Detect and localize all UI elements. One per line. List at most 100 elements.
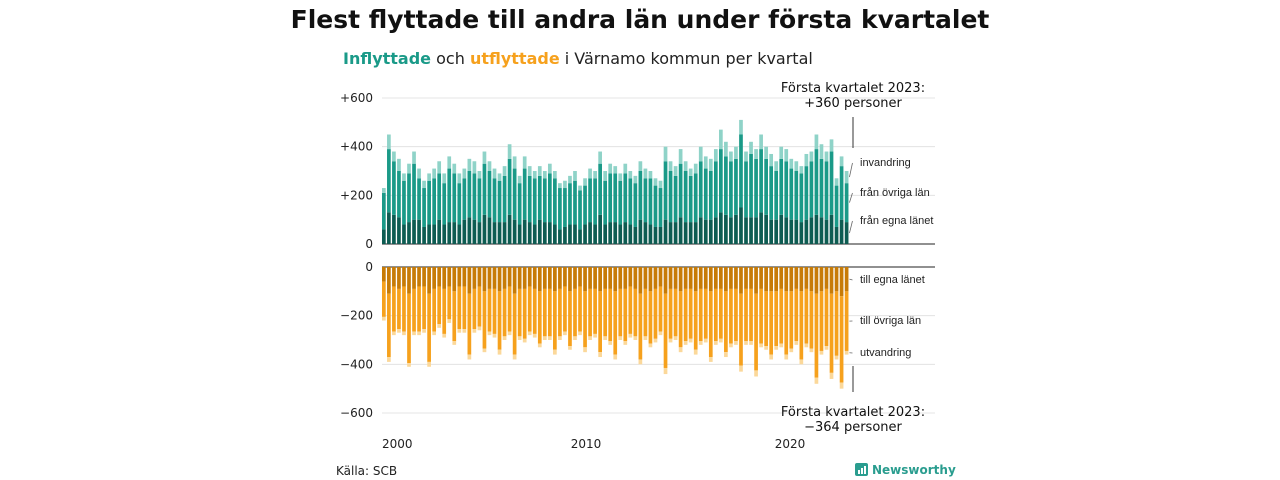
- outflow-bar-other: [839, 296, 844, 383]
- outflow-bar-emigration: [829, 372, 834, 379]
- inflow-bar-other: [397, 171, 401, 218]
- outflow-bar-local: [502, 267, 507, 289]
- inflow-bar-immigration: [789, 158, 794, 169]
- outflow-bar-local: [402, 267, 406, 287]
- inflow-bar-immigration: [417, 168, 421, 179]
- inflow-bar-other: [658, 188, 663, 227]
- outflow-bar-emigration: [673, 336, 678, 340]
- outflow-bar-emigration: [668, 338, 673, 343]
- inflow-bar-local: [457, 224, 462, 244]
- outflow-bar-local: [794, 267, 799, 289]
- outflow-bar-emigration: [663, 367, 668, 375]
- inflow-bar-immigration: [643, 168, 648, 179]
- inflow-bar-local: [673, 222, 678, 244]
- inflow-bar-local: [412, 219, 416, 244]
- outflow-bar-local: [834, 267, 839, 292]
- inflow-bar-immigration: [804, 153, 809, 167]
- inflow-bar-immigration: [809, 151, 814, 162]
- inflow-bar-other: [462, 178, 467, 220]
- inflow-bar-immigration: [563, 180, 567, 189]
- inflow-bar-local: [683, 222, 688, 244]
- outflow-bar-other: [573, 288, 577, 337]
- inflow-bar-other: [628, 178, 633, 225]
- inflow-bar-immigration: [502, 166, 507, 176]
- inflow-bar-other: [613, 173, 618, 223]
- inflow-bar-local: [532, 224, 537, 244]
- inflow-bar-local: [703, 219, 708, 244]
- outflow-bar-local: [593, 267, 597, 289]
- outflow-bar-other: [392, 286, 396, 332]
- inflow-bar-other: [764, 158, 768, 215]
- outflow-bar-emigration: [487, 331, 492, 336]
- source-note: Källa: SCB: [336, 464, 397, 478]
- outflow-bar-emigration: [593, 333, 597, 338]
- outflow-bar-other: [542, 288, 547, 337]
- inflow-bar-local: [442, 224, 447, 244]
- inflow-bar-other: [522, 168, 527, 220]
- y-tick-top: +600: [340, 91, 373, 105]
- outflow-bar-other: [769, 291, 774, 355]
- outflow-bar-local: [442, 267, 447, 289]
- inflow-bar-immigration: [558, 183, 562, 189]
- inflow-bar-immigration: [799, 166, 804, 174]
- chart-title: Flest flyttade till andra län under förs…: [291, 5, 990, 34]
- inflow-bar-local: [708, 219, 713, 244]
- outflow-bar-local: [774, 267, 779, 292]
- outflow-bar-emigration: [774, 346, 779, 350]
- outflow-bar-local: [789, 267, 794, 292]
- inflow-bar-immigration: [734, 146, 738, 159]
- outflow-bar-local: [693, 267, 698, 292]
- outflow-bar-emigration: [749, 341, 753, 345]
- outflow-bar-local: [422, 267, 426, 287]
- annotation-bottom-line1: Första kvartalet 2023:: [781, 405, 925, 420]
- inflow-bars: [382, 119, 849, 244]
- inflow-bar-local: [542, 222, 547, 244]
- outflow-bar-emigration: [814, 377, 819, 384]
- outflow-bar-local: [653, 267, 658, 289]
- inflow-bar-immigration: [703, 156, 708, 169]
- outflow-bar-emigration: [804, 343, 809, 348]
- inflow-bar-immigration: [382, 188, 386, 193]
- outflow-bar-emigration: [422, 329, 426, 333]
- inflow-bar-other: [402, 180, 406, 225]
- inflow-bar-local: [653, 226, 658, 244]
- outflow-bar-emigration: [492, 333, 497, 338]
- inflow-bar-local: [693, 222, 698, 244]
- inflow-bar-other: [834, 185, 839, 227]
- inflow-bar-immigration: [603, 171, 608, 181]
- outflow-bar-emigration: [442, 333, 447, 338]
- outflow-bar-local: [522, 267, 527, 289]
- outflow-bar-local: [623, 267, 628, 289]
- outflow-bar-other: [417, 286, 421, 332]
- inflow-bar-other: [744, 161, 748, 218]
- inflow-bar-local: [553, 224, 557, 244]
- x-tick-label: 2020: [775, 437, 806, 451]
- outflow-bar-other: [643, 288, 648, 337]
- outflow-bar-other: [522, 288, 527, 339]
- outflow-bar-other: [382, 281, 386, 317]
- inflow-bar-other: [382, 192, 386, 230]
- outflow-bar-local: [497, 267, 502, 292]
- outflow-bar-local: [517, 267, 522, 289]
- inflow-bar-immigration: [633, 175, 638, 184]
- outflow-bar-local: [754, 267, 758, 294]
- inflow-bar-immigration: [532, 171, 537, 179]
- inflow-bar-immigration: [397, 158, 401, 171]
- inflow-bar-immigration: [623, 163, 628, 174]
- inflow-bar-immigration: [613, 166, 618, 174]
- outflow-bar-local: [598, 267, 602, 292]
- outflow-bar-other: [618, 288, 623, 337]
- inflow-bar-local: [613, 222, 618, 244]
- outflow-bar-other: [427, 293, 431, 362]
- inflow-bar-other: [422, 188, 426, 227]
- inflow-bar-other: [482, 163, 487, 215]
- inflow-bar-local: [633, 226, 638, 244]
- outflow-bar-other: [784, 291, 789, 355]
- outflow-bar-local: [724, 267, 728, 292]
- outflow-bar-local: [759, 267, 763, 289]
- outflow-bar-emigration: [653, 338, 658, 343]
- outflow-bar-other: [698, 288, 703, 342]
- inflow-bar-other: [673, 175, 678, 223]
- inflow-bar-local: [618, 224, 623, 244]
- outflow-bar-other: [638, 293, 643, 360]
